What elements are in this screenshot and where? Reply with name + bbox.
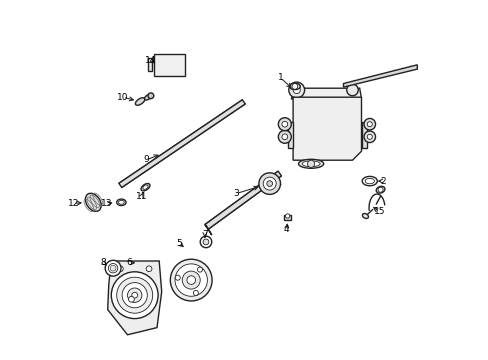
Text: 7: 7	[202, 230, 207, 239]
Circle shape	[193, 291, 198, 296]
Bar	[284, 215, 291, 220]
Text: 4: 4	[283, 225, 289, 234]
Circle shape	[146, 266, 152, 272]
Circle shape	[266, 181, 272, 186]
Circle shape	[175, 275, 180, 280]
Circle shape	[291, 84, 297, 89]
Ellipse shape	[365, 179, 374, 184]
Circle shape	[128, 296, 134, 302]
Circle shape	[282, 121, 287, 127]
Ellipse shape	[85, 193, 101, 211]
Text: 12: 12	[68, 199, 79, 208]
Text: 11: 11	[136, 192, 147, 201]
Circle shape	[377, 187, 382, 192]
Ellipse shape	[362, 213, 368, 219]
Circle shape	[122, 283, 147, 308]
Ellipse shape	[135, 98, 144, 105]
Circle shape	[117, 277, 152, 313]
Polygon shape	[361, 122, 366, 148]
Circle shape	[148, 93, 153, 99]
Circle shape	[175, 264, 207, 296]
Ellipse shape	[362, 176, 377, 186]
Circle shape	[363, 118, 375, 130]
Circle shape	[307, 160, 314, 167]
Circle shape	[278, 118, 291, 131]
Text: 9: 9	[143, 155, 149, 164]
Circle shape	[346, 84, 358, 96]
Circle shape	[111, 272, 158, 319]
Circle shape	[292, 86, 300, 94]
Circle shape	[282, 134, 287, 140]
Circle shape	[203, 239, 208, 245]
Ellipse shape	[142, 185, 148, 189]
Circle shape	[278, 130, 291, 143]
Ellipse shape	[302, 161, 320, 167]
Polygon shape	[204, 225, 211, 235]
Text: 10: 10	[117, 93, 128, 102]
Circle shape	[200, 236, 211, 248]
Circle shape	[108, 264, 118, 273]
Text: 5: 5	[176, 238, 182, 248]
Bar	[148, 58, 152, 72]
Text: 8: 8	[101, 258, 106, 267]
Circle shape	[182, 271, 200, 289]
Circle shape	[197, 267, 202, 272]
Polygon shape	[107, 261, 162, 335]
Polygon shape	[343, 65, 416, 87]
Ellipse shape	[298, 159, 323, 168]
Ellipse shape	[141, 184, 150, 191]
Circle shape	[366, 134, 371, 139]
Polygon shape	[204, 171, 281, 229]
Circle shape	[366, 122, 371, 127]
Polygon shape	[119, 100, 244, 188]
Circle shape	[117, 266, 123, 272]
Circle shape	[186, 276, 195, 284]
Ellipse shape	[117, 199, 126, 206]
Circle shape	[170, 259, 212, 301]
Text: 14: 14	[145, 56, 156, 65]
Ellipse shape	[375, 186, 384, 193]
Circle shape	[363, 131, 375, 143]
Circle shape	[263, 177, 276, 190]
Polygon shape	[287, 122, 292, 148]
Circle shape	[258, 173, 280, 194]
Polygon shape	[291, 88, 361, 99]
Text: 15: 15	[373, 207, 385, 216]
Ellipse shape	[118, 200, 124, 204]
Circle shape	[288, 82, 304, 98]
Text: 6: 6	[126, 258, 132, 267]
Ellipse shape	[144, 94, 151, 100]
Polygon shape	[292, 97, 361, 160]
Text: 13: 13	[101, 199, 113, 208]
Text: 2: 2	[380, 177, 386, 186]
Ellipse shape	[289, 83, 300, 90]
Circle shape	[105, 260, 121, 276]
Bar	[153, 54, 185, 76]
Circle shape	[285, 214, 289, 218]
Circle shape	[110, 265, 116, 271]
Text: 1: 1	[277, 73, 283, 82]
Circle shape	[127, 288, 142, 302]
Circle shape	[132, 292, 137, 298]
Text: 3: 3	[232, 189, 238, 198]
